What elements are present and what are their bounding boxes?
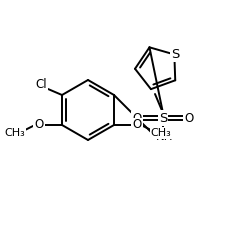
Text: O: O <box>132 111 141 124</box>
Text: CH₃: CH₃ <box>150 128 171 138</box>
Text: O: O <box>132 118 141 132</box>
Text: O: O <box>34 118 43 132</box>
Text: O: O <box>184 111 193 124</box>
Text: NH: NH <box>155 129 173 143</box>
Text: Cl: Cl <box>35 78 47 91</box>
Text: S: S <box>158 111 166 124</box>
Text: CH₃: CH₃ <box>5 128 25 138</box>
Text: S: S <box>170 48 179 61</box>
